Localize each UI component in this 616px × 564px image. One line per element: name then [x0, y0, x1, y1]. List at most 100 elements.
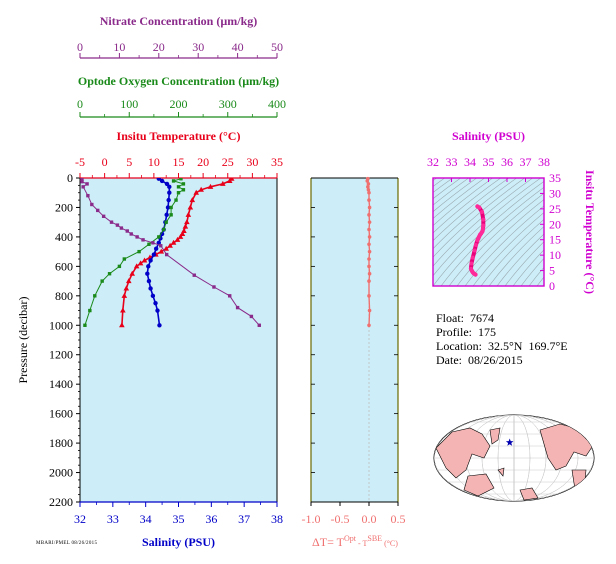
date: Date: 08/26/2015	[436, 353, 523, 367]
ts-point	[472, 248, 477, 253]
delta-t-point	[367, 308, 372, 313]
nitrate-point	[90, 202, 94, 207]
map-land	[571, 469, 587, 497]
oxygen-point	[176, 191, 181, 195]
delta-t-point	[367, 323, 371, 328]
delta-t-panel: -1.0 -0.5 0.0 0.5 ΔT= TOpt - TSBE (°C)	[302, 176, 406, 549]
delta-t-label-sup1: Opt	[344, 534, 357, 543]
ts-point	[470, 255, 475, 260]
oxygen-point	[174, 198, 178, 202]
oxygen-axis-label: Optode Oxygen Concentration (µm/kg)	[78, 74, 279, 88]
temperature-point	[121, 292, 128, 298]
oxygen-point	[137, 249, 141, 254]
oxygen-point	[122, 257, 127, 261]
oxygen-point	[169, 205, 173, 210]
salinity-point	[165, 205, 171, 210]
salinity-point	[159, 178, 165, 184]
oxygen-point	[181, 182, 186, 186]
float-location-marker	[505, 438, 514, 446]
oxygen-tick-label: 200	[170, 97, 188, 111]
nitrate-point	[159, 244, 163, 248]
delta-t-label-mid: - T	[356, 539, 368, 548]
delta-t-point	[367, 271, 372, 276]
nitrate-tick-label: 40	[232, 40, 244, 54]
nitrate-point	[85, 182, 89, 186]
nitrate-point	[109, 220, 114, 224]
temperature-tick-label: 20	[197, 155, 209, 169]
temperature-point	[184, 219, 190, 225]
temperature-point	[182, 223, 189, 229]
ts-point	[480, 209, 485, 214]
temperature-tick-label: 15	[173, 155, 185, 169]
temperature-point	[220, 180, 226, 186]
ts-xtick-label: 32	[427, 155, 439, 169]
ts-ytick-label: 35	[549, 171, 561, 185]
delta-t-tick-label: -0.5	[331, 512, 350, 526]
salinity-point	[153, 246, 159, 251]
temperature-tick-label: 30	[246, 155, 258, 169]
nitrate-tick-label: 0	[77, 40, 83, 54]
salinity-point	[146, 278, 152, 284]
oxygen-point	[179, 178, 183, 181]
oxygen-tick-label: 0	[77, 97, 83, 111]
profile-panel: 0200400600800100012001400160018002000220…	[16, 14, 286, 549]
ts-isopycnal	[528, 266, 544, 286]
temperature-tick-label: 10	[148, 155, 160, 169]
ts-plot-area	[433, 178, 544, 286]
ts-xtick-label: 33	[446, 155, 458, 169]
ts-isopycnal	[496, 233, 544, 286]
nitrate-point	[257, 323, 261, 327]
oxygen-tick-label: 100	[120, 97, 138, 111]
nitrate-tick-label: 10	[113, 40, 125, 54]
temperature-point	[185, 211, 192, 217]
temperature-point	[189, 197, 196, 203]
oxygen-point	[107, 272, 112, 276]
location: Location: 32.5°N 169.7°E	[436, 339, 568, 353]
location-map	[433, 414, 595, 502]
nitrate-point	[235, 305, 240, 310]
delta-t-point	[366, 182, 371, 186]
nitrate-point	[119, 226, 124, 230]
nitrate-point	[80, 178, 84, 182]
temperature-point	[167, 242, 173, 248]
pressure-tick-label: 1400	[49, 377, 73, 391]
ts-point	[473, 242, 478, 247]
nitrate-point	[212, 285, 216, 289]
temperature-tick-label: 25	[222, 155, 234, 169]
delta-t-point	[367, 242, 371, 247]
salinity-point	[166, 197, 171, 203]
oxygen-point	[176, 185, 181, 189]
ts-point	[469, 261, 474, 266]
temperature-point	[187, 204, 194, 210]
delta-t-plot-area	[311, 178, 398, 502]
salinity-point	[164, 212, 169, 218]
ts-isopycnal	[433, 178, 526, 258]
salinity-tick-label: 34	[140, 512, 152, 526]
ts-isopycnal	[433, 178, 518, 250]
salinity-point	[148, 286, 153, 291]
ts-isopycnal	[480, 219, 544, 286]
ts-isopycnal	[433, 178, 486, 219]
pressure-tick-label: 0	[67, 171, 73, 185]
ts-isopycnal	[433, 178, 542, 277]
ts-point	[481, 217, 486, 222]
pressure-axis-label: Pressure (decibar)	[16, 297, 30, 384]
salinity-point	[167, 184, 172, 190]
delta-t-axis-label: ΔT= TOpt - TSBE (°C)	[312, 534, 398, 549]
nitrate-point	[164, 252, 169, 257]
salinity-point	[156, 240, 161, 245]
salinity-tick-label: 36	[205, 512, 217, 526]
oxygen-point	[93, 294, 97, 298]
salinity-tick-label: 33	[107, 512, 119, 526]
pressure-tick-label: 2200	[49, 495, 73, 509]
nitrate-tick-label: 20	[153, 40, 165, 54]
oxygen-point	[147, 242, 151, 246]
ts-xtick-label: 37	[520, 155, 532, 169]
nitrate-point	[115, 223, 120, 227]
ts-point	[477, 205, 482, 210]
nitrate-point	[80, 179, 84, 184]
temperature-tick-label: 0	[102, 155, 108, 169]
salinity-axis-label: Salinity (PSU)	[142, 535, 215, 549]
salinity-point	[151, 252, 157, 257]
